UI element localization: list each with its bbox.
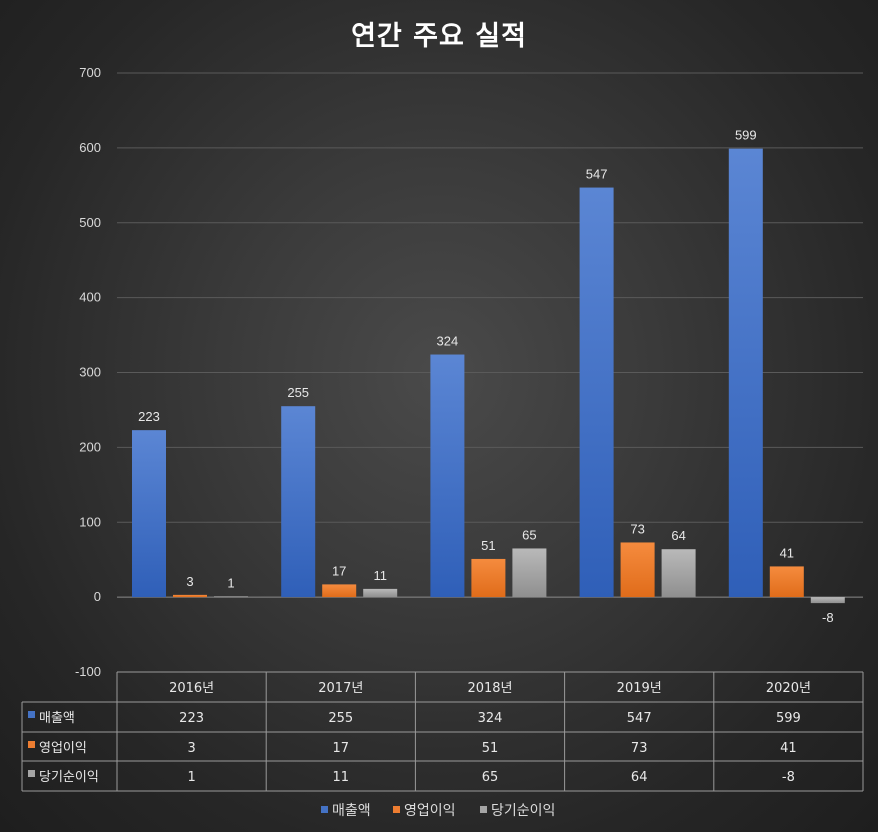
table-cell: 599 bbox=[776, 711, 801, 726]
bar-sales bbox=[430, 354, 465, 598]
y-axis-ticks: -100 0 100 200 300 400 500 600 700 bbox=[75, 65, 101, 679]
bar-operating-profit bbox=[620, 542, 655, 598]
table-cell: 41 bbox=[780, 741, 797, 756]
table-cell: -8 bbox=[782, 770, 795, 785]
legend-label: 매출액 bbox=[332, 803, 371, 819]
data-label: 17 bbox=[332, 563, 346, 578]
y-tick-label: 400 bbox=[79, 290, 101, 305]
y-tick-label: 200 bbox=[79, 439, 101, 454]
bar-sales bbox=[579, 187, 614, 598]
table-cell: 3 bbox=[187, 741, 195, 756]
y-tick-label: 700 bbox=[79, 65, 101, 80]
bar-net-income bbox=[661, 549, 696, 598]
y-tick-label: 600 bbox=[79, 140, 101, 155]
bar-operating-profit bbox=[769, 566, 804, 598]
y-tick-label: 100 bbox=[79, 514, 101, 529]
data-label: 599 bbox=[735, 128, 757, 143]
legend-key-icon bbox=[28, 741, 35, 748]
legend-swatch-icon bbox=[480, 806, 487, 813]
data-label: 3 bbox=[186, 574, 193, 589]
bar-net-income bbox=[214, 596, 248, 598]
table-cell: 64 bbox=[631, 770, 648, 785]
table-cell: 255 bbox=[328, 711, 353, 726]
bar-sales bbox=[728, 148, 763, 598]
data-label: -8 bbox=[822, 610, 834, 625]
table-row-label: 매출액 bbox=[39, 711, 75, 726]
table-cell: 65 bbox=[482, 770, 499, 785]
y-tick-label: -100 bbox=[75, 664, 101, 679]
legend-key-icon bbox=[28, 770, 35, 777]
table-cell: 51 bbox=[482, 741, 499, 756]
table-header-cell: 2016년 bbox=[169, 681, 214, 696]
data-label: 11 bbox=[373, 568, 387, 583]
table-row-label: 당기순이익 bbox=[39, 770, 99, 785]
table-cell: 324 bbox=[478, 711, 503, 726]
bar-net-income bbox=[512, 548, 547, 598]
table-header-cell: 2018년 bbox=[467, 681, 512, 696]
data-label: 65 bbox=[522, 527, 536, 542]
bar-operating-profit bbox=[471, 558, 506, 598]
table-cell: 17 bbox=[333, 741, 350, 756]
data-label: 51 bbox=[481, 538, 495, 553]
bar-net-income bbox=[810, 597, 845, 604]
bar-sales bbox=[132, 430, 166, 598]
table-row-label: 영업이익 bbox=[39, 741, 87, 756]
table-cell: 223 bbox=[179, 711, 204, 726]
chart-title: 연간 주요 실적 bbox=[351, 21, 527, 52]
legend-key-icon bbox=[28, 711, 35, 718]
table-cell: 547 bbox=[627, 711, 652, 726]
table-header-cell: 2019년 bbox=[617, 681, 662, 696]
data-label: 324 bbox=[437, 334, 459, 349]
table-header-cell: 2020년 bbox=[766, 681, 811, 696]
legend-label: 영업이익 bbox=[404, 803, 456, 819]
y-tick-label: 300 bbox=[79, 365, 101, 380]
data-label: 255 bbox=[287, 385, 309, 400]
data-label: 547 bbox=[586, 167, 608, 182]
bars bbox=[132, 148, 845, 604]
data-label: 41 bbox=[780, 545, 794, 560]
legend: 매출액 영업이익 당기순이익 bbox=[321, 803, 555, 819]
bar-operating-profit bbox=[173, 594, 207, 598]
bar-net-income bbox=[363, 588, 398, 598]
bar-sales bbox=[281, 406, 316, 598]
data-label: 64 bbox=[671, 528, 685, 543]
legend-swatch-icon bbox=[393, 806, 400, 813]
data-label: 223 bbox=[138, 409, 160, 424]
table-header-cell: 2017년 bbox=[318, 681, 363, 696]
table-cell: 11 bbox=[333, 770, 350, 785]
bar-operating-profit bbox=[322, 584, 357, 598]
legend-swatch-icon bbox=[321, 806, 328, 813]
table-cell: 1 bbox=[187, 770, 195, 785]
data-label: 1 bbox=[227, 575, 234, 590]
y-tick-label: 500 bbox=[79, 215, 101, 230]
data-label: 73 bbox=[630, 521, 644, 536]
legend-label: 당기순이익 bbox=[491, 803, 555, 819]
y-tick-label: 0 bbox=[94, 589, 101, 604]
table-cell: 73 bbox=[631, 741, 648, 756]
